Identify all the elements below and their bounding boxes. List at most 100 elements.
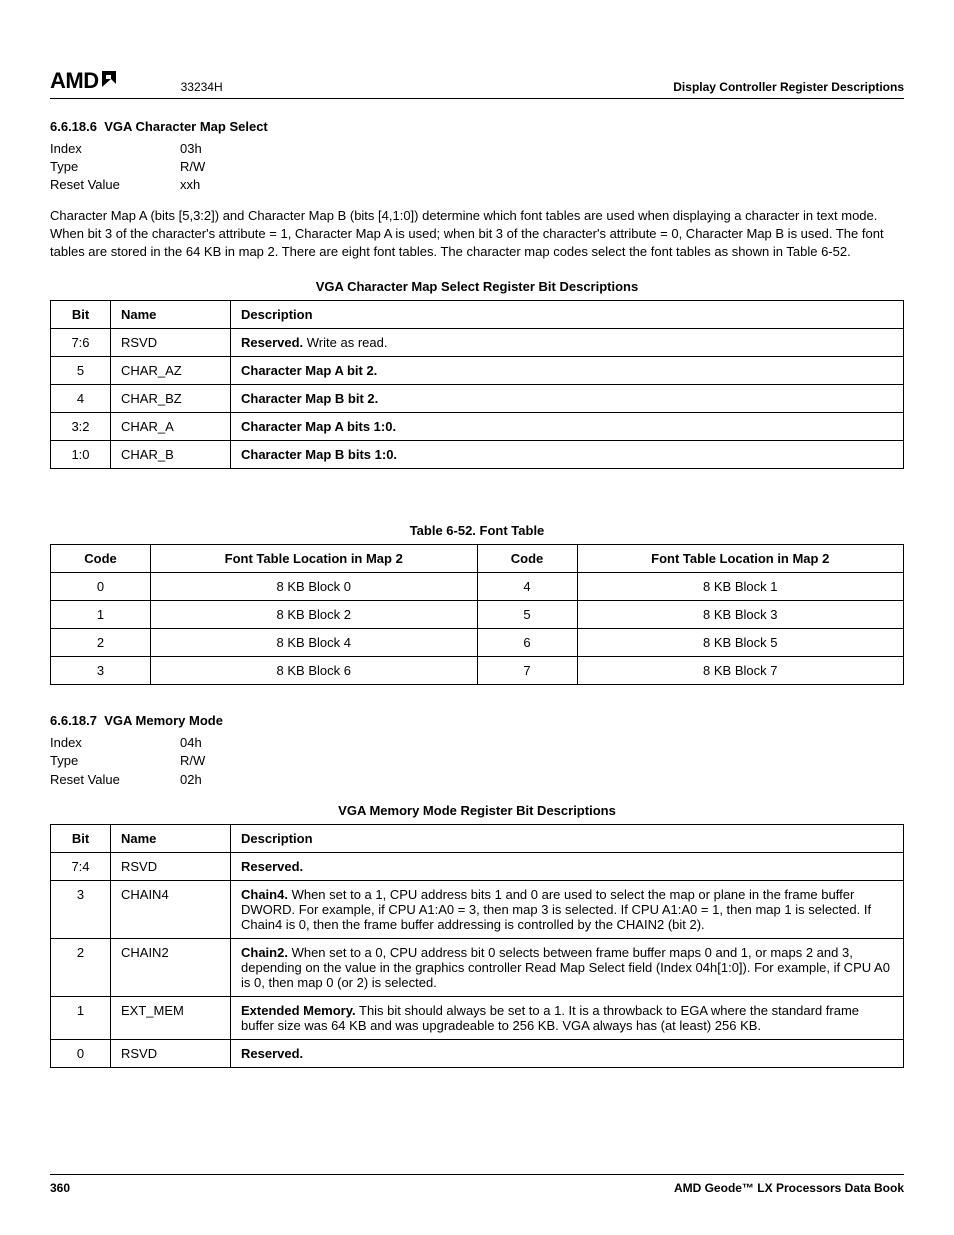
desc-cell: Chain2. When set to a 0, CPU address bit… <box>231 938 904 996</box>
name-cell: CHAIN4 <box>111 880 231 938</box>
table-header-row: Code Font Table Location in Map 2 Code F… <box>51 545 904 573</box>
bit-cell: 7:6 <box>51 329 111 357</box>
table-title: VGA Character Map Select Register Bit De… <box>50 279 904 294</box>
field-row: TypeR/W <box>50 158 904 176</box>
desc-cell: Reserved. Write as read. <box>231 329 904 357</box>
field-value: 02h <box>180 771 202 789</box>
desc-bold: Chain2. <box>241 945 288 960</box>
table-row: 1:0CHAR_B Character Map B bits 1:0. <box>51 441 904 469</box>
field-label: Type <box>50 752 180 770</box>
field-row: Index04h <box>50 734 904 752</box>
bit-cell: 0 <box>51 1039 111 1067</box>
field-label: Reset Value <box>50 176 180 194</box>
code-cell: 2 <box>51 629 151 657</box>
desc-bold: Chain4. <box>241 887 288 902</box>
desc-cell: Extended Memory. This bit should always … <box>231 996 904 1039</box>
name-cell: EXT_MEM <box>111 996 231 1039</box>
col-header: Code <box>477 545 577 573</box>
bit-description-table: Bit Name Description 7:6RSVDReserved. Wr… <box>50 300 904 469</box>
section-heading: 6.6.18.7 VGA Memory Mode <box>50 713 904 728</box>
desc-bold: Extended Memory. <box>241 1003 356 1018</box>
desc-bold: Character Map A bits 1:0. <box>241 419 396 434</box>
desc-cell: Reserved. <box>231 1039 904 1067</box>
table-row: 0RSVDReserved. <box>51 1039 904 1067</box>
table-row: 2CHAIN2Chain2. When set to a 0, CPU addr… <box>51 938 904 996</box>
logo-arrow-icon <box>101 68 121 94</box>
table-row: 4CHAR_BZ Character Map B bit 2. <box>51 385 904 413</box>
desc-bold: Reserved. <box>241 1046 303 1061</box>
desc-cell: Character Map A bits 1:0. <box>231 413 904 441</box>
page-footer: 360 AMD Geode™ LX Processors Data Book <box>50 1174 904 1195</box>
field-row: Index03h <box>50 140 904 158</box>
loc-cell: 8 KB Block 2 <box>151 601 478 629</box>
desc-cell: Character Map B bits 1:0. <box>231 441 904 469</box>
table-row: 5CHAR_AZ Character Map A bit 2. <box>51 357 904 385</box>
bit-cell: 1:0 <box>51 441 111 469</box>
bit-cell: 3 <box>51 880 111 938</box>
table-row: 3CHAIN4Chain4. When set to a 1, CPU addr… <box>51 880 904 938</box>
col-header: Description <box>231 301 904 329</box>
bit-cell: 5 <box>51 357 111 385</box>
name-cell: CHAR_AZ <box>111 357 231 385</box>
field-row: Reset Valuexxh <box>50 176 904 194</box>
loc-cell: 8 KB Block 4 <box>151 629 478 657</box>
desc-text: When set to a 1, CPU address bits 1 and … <box>241 887 871 932</box>
table-row: 38 KB Block 678 KB Block 7 <box>51 657 904 685</box>
field-label: Index <box>50 140 180 158</box>
bit-cell: 4 <box>51 385 111 413</box>
page-number: 360 <box>50 1181 70 1195</box>
desc-text: Write as read. <box>303 335 387 350</box>
col-header: Font Table Location in Map 2 <box>577 545 904 573</box>
code-cell: 0 <box>51 573 151 601</box>
desc-bold: Character Map A bit 2. <box>241 363 377 378</box>
desc-cell: Character Map A bit 2. <box>231 357 904 385</box>
table-title: VGA Memory Mode Register Bit Description… <box>50 803 904 818</box>
col-header: Bit <box>51 824 111 852</box>
desc-cell: Character Map B bit 2. <box>231 385 904 413</box>
field-value: 04h <box>180 734 202 752</box>
code-cell: 7 <box>477 657 577 685</box>
name-cell: RSVD <box>111 852 231 880</box>
section-number: 6.6.18.7 <box>50 713 97 728</box>
bit-cell: 2 <box>51 938 111 996</box>
name-cell: CHAR_A <box>111 413 231 441</box>
name-cell: CHAR_B <box>111 441 231 469</box>
code-cell: 3 <box>51 657 151 685</box>
desc-text: When set to a 0, CPU address bit 0 selec… <box>241 945 890 990</box>
table-row: 7:4RSVDReserved. <box>51 852 904 880</box>
loc-cell: 8 KB Block 6 <box>151 657 478 685</box>
table-row: 28 KB Block 468 KB Block 5 <box>51 629 904 657</box>
desc-bold: Character Map B bits 1:0. <box>241 447 397 462</box>
desc-cell: Chain4. When set to a 1, CPU address bit… <box>231 880 904 938</box>
section-paragraph: Character Map A (bits [5,3:2]) and Chara… <box>50 207 904 262</box>
field-label: Reset Value <box>50 771 180 789</box>
table-header-row: Bit Name Description <box>51 301 904 329</box>
loc-cell: 8 KB Block 1 <box>577 573 904 601</box>
field-value: R/W <box>180 158 205 176</box>
table-row: 18 KB Block 258 KB Block 3 <box>51 601 904 629</box>
col-header: Code <box>51 545 151 573</box>
name-cell: CHAIN2 <box>111 938 231 996</box>
loc-cell: 8 KB Block 0 <box>151 573 478 601</box>
code-cell: 4 <box>477 573 577 601</box>
col-header: Description <box>231 824 904 852</box>
name-cell: CHAR_BZ <box>111 385 231 413</box>
code-cell: 5 <box>477 601 577 629</box>
desc-bold: Character Map B bit 2. <box>241 391 378 406</box>
field-label: Type <box>50 158 180 176</box>
loc-cell: 8 KB Block 3 <box>577 601 904 629</box>
field-value: R/W <box>180 752 205 770</box>
col-header: Name <box>111 824 231 852</box>
code-cell: 1 <box>51 601 151 629</box>
table-header-row: Bit Name Description <box>51 824 904 852</box>
loc-cell: 8 KB Block 7 <box>577 657 904 685</box>
col-header: Bit <box>51 301 111 329</box>
desc-bold: Reserved. <box>241 335 303 350</box>
desc-cell: Reserved. <box>231 852 904 880</box>
section-heading: 6.6.18.6 VGA Character Map Select <box>50 119 904 134</box>
bit-cell: 7:4 <box>51 852 111 880</box>
col-header: Font Table Location in Map 2 <box>151 545 478 573</box>
field-row: Reset Value02h <box>50 771 904 789</box>
name-cell: RSVD <box>111 329 231 357</box>
page-header: AMD 33234H Display Controller Register D… <box>50 68 904 99</box>
